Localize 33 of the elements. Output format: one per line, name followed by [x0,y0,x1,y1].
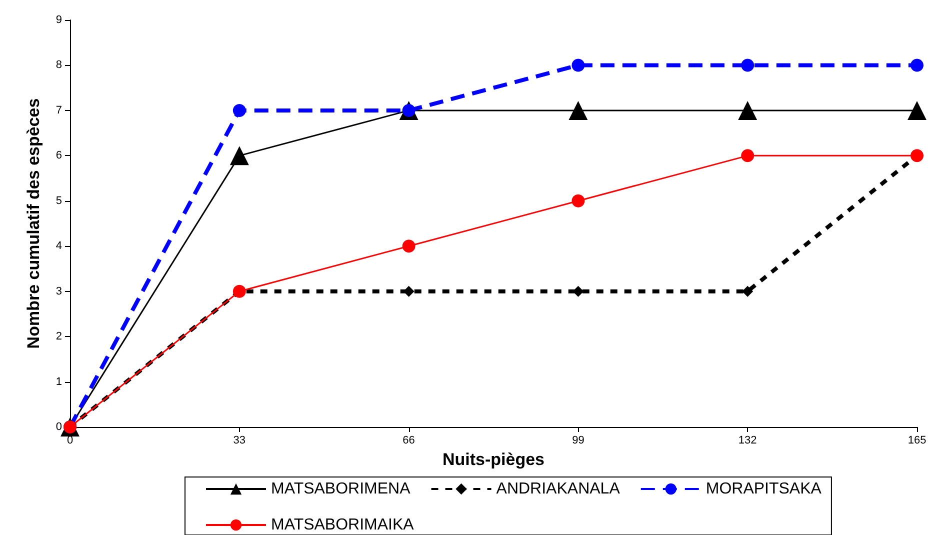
point [230,146,249,166]
point [568,100,588,120]
point [738,100,758,120]
point [572,194,585,208]
y-axis-title: Nombre cumulatif des espèces [24,98,43,349]
y-tick-label: 6 [56,150,62,162]
x-tick-label: 99 [572,434,584,446]
x-tick-label: 33 [233,434,246,446]
point [741,149,754,162]
point [910,58,924,72]
y-tick-label: 5 [56,194,62,207]
y-tick-label: 0 [56,421,62,433]
x-axis-title: Nuits-pièges [442,450,545,469]
y-tick-label: 3 [56,285,62,298]
y-tick-label: 7 [56,104,62,116]
y-tick-label: 8 [56,59,62,72]
y-tick-label: 2 [56,330,62,343]
point [742,286,754,297]
legend-label: MATSABORIMENA [271,480,411,498]
x-tick-label: 132 [738,434,757,446]
x-tick-label: 66 [402,434,415,446]
y-tick-label: 4 [56,240,62,252]
point [908,100,926,120]
point [741,58,754,72]
legend-label: MORAPITSAKA [706,480,822,498]
point [572,58,585,72]
point [402,240,416,253]
legend-label: MATSABORIMAIKA [271,516,414,534]
y-tick-label: 9 [56,14,62,26]
point [232,104,246,117]
y-tick-label: 1 [56,376,62,388]
x-tick-label: 165 [908,434,926,446]
legend-label: ANDRIAKANALA [496,480,620,498]
